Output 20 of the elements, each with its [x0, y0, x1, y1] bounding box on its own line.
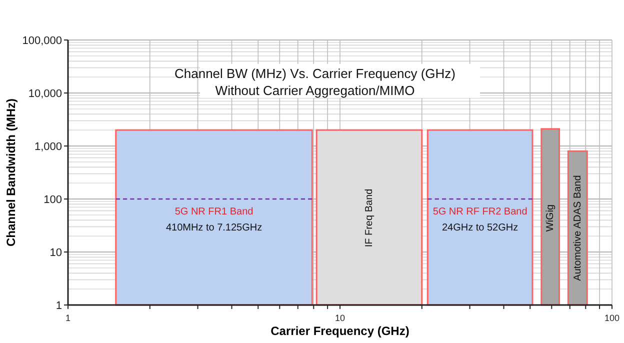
text: Channel BW (MHz) Vs. Carrier Frequency (GHz) — [174, 66, 456, 81]
y-tick-label: 1,000 — [34, 141, 62, 153]
x-tick-label: 100 — [604, 313, 620, 323]
annotation: Automotive ADAS Band — [572, 175, 584, 281]
y-tick-label: 10,000 — [28, 88, 62, 100]
annotation: 410MHz to 7.125GHz — [166, 222, 262, 234]
y-tick-label: 10 — [50, 247, 62, 259]
x-axis-title: Carrier Frequency (GHz) — [270, 324, 410, 338]
text: Without Carrier Aggregation/MIMO — [215, 83, 415, 98]
y-tick-label: 100,000 — [22, 35, 62, 47]
y-tick-label: 100 — [44, 194, 62, 206]
annotation: 24GHz to 52GHz — [442, 222, 518, 234]
y-tick-label: 1 — [56, 300, 62, 312]
x-tick-label: 10 — [334, 313, 346, 323]
annotation: IF Freq Band — [364, 188, 375, 248]
annotation: 5G NR FR1 Band — [174, 206, 254, 218]
annotation: 5G NR RF FR2 Band — [432, 206, 528, 218]
annotation: WiGig — [544, 204, 556, 232]
y-axis-title: Channel Bandwidth (MHz) — [4, 98, 18, 246]
x-tick-label: 1 — [65, 313, 71, 323]
